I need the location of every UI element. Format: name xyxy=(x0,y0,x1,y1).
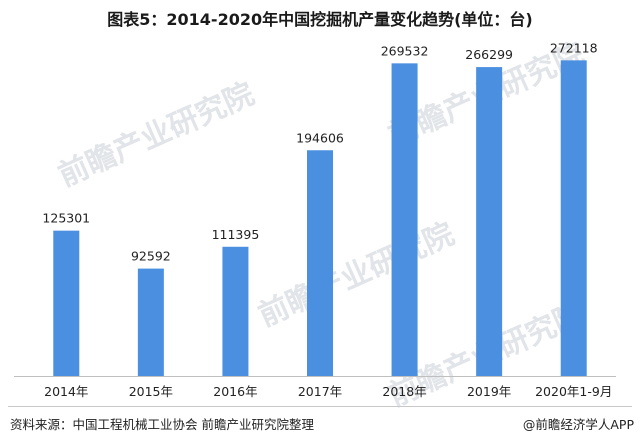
chart-title: 图表5：2014-2020年中国挖掘机产量变化趋势(单位：台) xyxy=(107,10,533,29)
x-tick-label-5: 2019年 xyxy=(467,384,511,399)
x-tick-label-0: 2014年 xyxy=(44,384,88,399)
bar-1 xyxy=(137,268,164,376)
x-tick-label-6: 2020年1-9月 xyxy=(535,384,612,399)
bar-6 xyxy=(560,60,587,377)
data-label-4: 269532 xyxy=(381,43,429,58)
x-tick-label-1: 2015年 xyxy=(129,384,173,399)
data-label-5: 266299 xyxy=(465,47,513,62)
x-tick-label-4: 2018年 xyxy=(382,384,426,399)
bar-5 xyxy=(476,67,503,376)
data-label-3: 194606 xyxy=(296,130,344,145)
source-note: 资料来源：中国工程机械工业协会 前瞻产业研究院整理 xyxy=(10,417,314,432)
data-label-2: 111395 xyxy=(212,227,260,242)
footer-divider xyxy=(8,406,632,407)
brand-credit: @前瞻经济学人APP xyxy=(522,417,634,432)
bar-2 xyxy=(222,246,249,376)
data-label-6: 272118 xyxy=(550,40,598,55)
data-label-1: 92592 xyxy=(131,249,171,264)
data-label-0: 125301 xyxy=(42,211,90,226)
bar-0 xyxy=(53,230,80,376)
x-tick-label-2: 2016年 xyxy=(213,384,257,399)
bar-4 xyxy=(391,63,418,376)
bar-3 xyxy=(307,150,333,376)
x-tick-label-3: 2017年 xyxy=(298,384,342,399)
